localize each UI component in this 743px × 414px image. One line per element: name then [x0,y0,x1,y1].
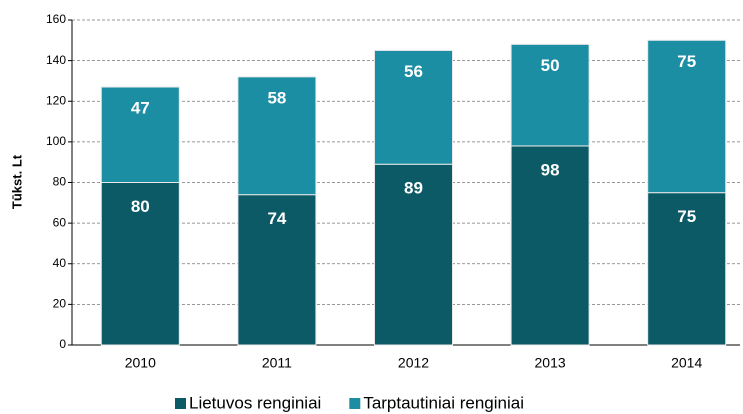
x-tick-label: 2012 [398,355,429,371]
bar-segment [510,43,590,147]
bar-segment [374,163,453,346]
legend-swatch [349,398,361,409]
bar-segment [237,76,317,196]
value-label: 80 [131,197,150,216]
legend-swatch [175,398,186,409]
y-tick-label: 120 [46,93,66,107]
value-label: 75 [677,52,696,71]
y-tick-label: 140 [46,53,66,67]
y-tick-label: 100 [46,134,66,148]
legend-label: Lietuvos renginiai [189,393,321,412]
bar-segment [100,182,180,346]
legend-label: Tarptautiniai renginiai [363,393,524,412]
value-label: 50 [541,56,560,75]
value-label: 75 [677,207,696,226]
y-tick-label: 0 [59,337,66,351]
y-tick-label: 60 [53,215,67,229]
y-tick-label: 20 [53,297,67,311]
x-tick-label: 2010 [125,355,156,371]
value-label: 58 [267,88,286,107]
bar-segment [374,49,453,165]
value-label: 89 [404,179,423,198]
y-tick-label: 80 [53,175,67,189]
x-tick-label: 2011 [262,355,292,371]
x-tick-label: 2014 [671,355,702,371]
bar-segment [510,145,590,346]
value-label: 47 [131,99,150,118]
value-label: 56 [404,62,423,81]
value-label: 74 [267,209,286,228]
y-axis-label: Tūkst. Lt [9,154,24,209]
y-tick-label: 40 [53,256,67,270]
value-label: 98 [541,160,560,179]
bar-segment [647,39,727,194]
y-tick-label: 160 [46,12,66,26]
bar-segment [647,192,727,346]
bar-segment [100,86,180,183]
x-tick-label: 2013 [535,355,566,371]
